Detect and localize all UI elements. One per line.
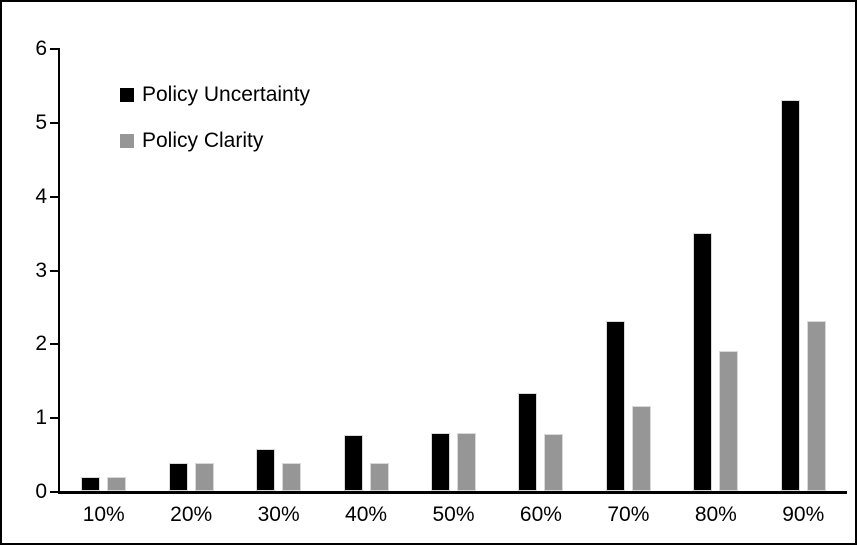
y-axis-tick bbox=[50, 491, 58, 493]
bar-policy-uncertainty bbox=[693, 233, 713, 491]
bar-policy-uncertainty bbox=[780, 100, 800, 491]
x-axis-tick-label: 20% bbox=[170, 503, 213, 526]
bar-policy-uncertainty bbox=[81, 477, 101, 491]
y-axis-tick bbox=[50, 417, 58, 420]
x-axis-tick-label: 50% bbox=[432, 503, 475, 526]
y-axis-line bbox=[58, 48, 60, 493]
legend-label-policy-clarity: Policy Clarity bbox=[142, 129, 264, 152]
x-axis-tick-label: 10% bbox=[82, 503, 125, 526]
bar-policy-uncertainty bbox=[605, 321, 625, 491]
x-axis-tick-label: 90% bbox=[782, 503, 825, 526]
y-axis-tick bbox=[50, 122, 58, 124]
y-axis-tick-label: 4 bbox=[35, 184, 47, 208]
bar-policy-uncertainty bbox=[168, 463, 188, 491]
bar-policy-clarity bbox=[719, 351, 739, 491]
y-axis-tick-label: 0 bbox=[35, 480, 47, 503]
bar-policy-uncertainty bbox=[343, 435, 363, 491]
y-axis-tick-label: 1 bbox=[35, 406, 47, 430]
bar-policy-clarity bbox=[282, 463, 302, 491]
x-axis-tick-label: 60% bbox=[519, 503, 562, 526]
legend-swatch-policy-clarity-icon bbox=[120, 134, 134, 148]
bar-policy-clarity bbox=[631, 406, 651, 491]
bar-policy-uncertainty bbox=[431, 433, 450, 491]
y-axis-tick bbox=[50, 343, 58, 346]
x-axis-tick-label: 30% bbox=[257, 503, 300, 526]
x-axis-tick-label: 40% bbox=[345, 503, 388, 526]
bar-policy-clarity bbox=[194, 463, 214, 491]
bar-policy-clarity bbox=[369, 463, 389, 491]
legend-item-policy-clarity: Policy Clarity bbox=[120, 126, 310, 156]
chart-legend: Policy Uncertainty Policy Clarity bbox=[120, 80, 310, 172]
bar-policy-uncertainty bbox=[256, 449, 276, 491]
y-axis-tick-label: 2 bbox=[35, 332, 47, 356]
bar-policy-clarity bbox=[806, 321, 826, 491]
bar-policy-clarity bbox=[457, 433, 476, 491]
y-axis-tick-label: 6 bbox=[35, 37, 47, 61]
bar-policy-clarity bbox=[544, 434, 564, 491]
bar-policy-uncertainty bbox=[518, 393, 538, 491]
x-axis-tick-label: 80% bbox=[694, 503, 737, 526]
legend-label-policy-uncertainty: Policy Uncertainty bbox=[142, 83, 311, 106]
x-axis-tick-label: 70% bbox=[607, 503, 650, 526]
y-axis-tick bbox=[50, 48, 58, 51]
y-axis-tick bbox=[50, 269, 58, 272]
legend-swatch-policy-uncertainty-icon bbox=[120, 88, 134, 102]
bar-policy-clarity bbox=[107, 477, 127, 491]
y-axis-tick bbox=[50, 195, 58, 198]
x-axis-line bbox=[58, 491, 847, 494]
legend-item-policy-uncertainty: Policy Uncertainty bbox=[120, 80, 310, 110]
y-axis-tick-label: 3 bbox=[35, 258, 47, 282]
y-axis-tick-label: 5 bbox=[35, 111, 47, 134]
